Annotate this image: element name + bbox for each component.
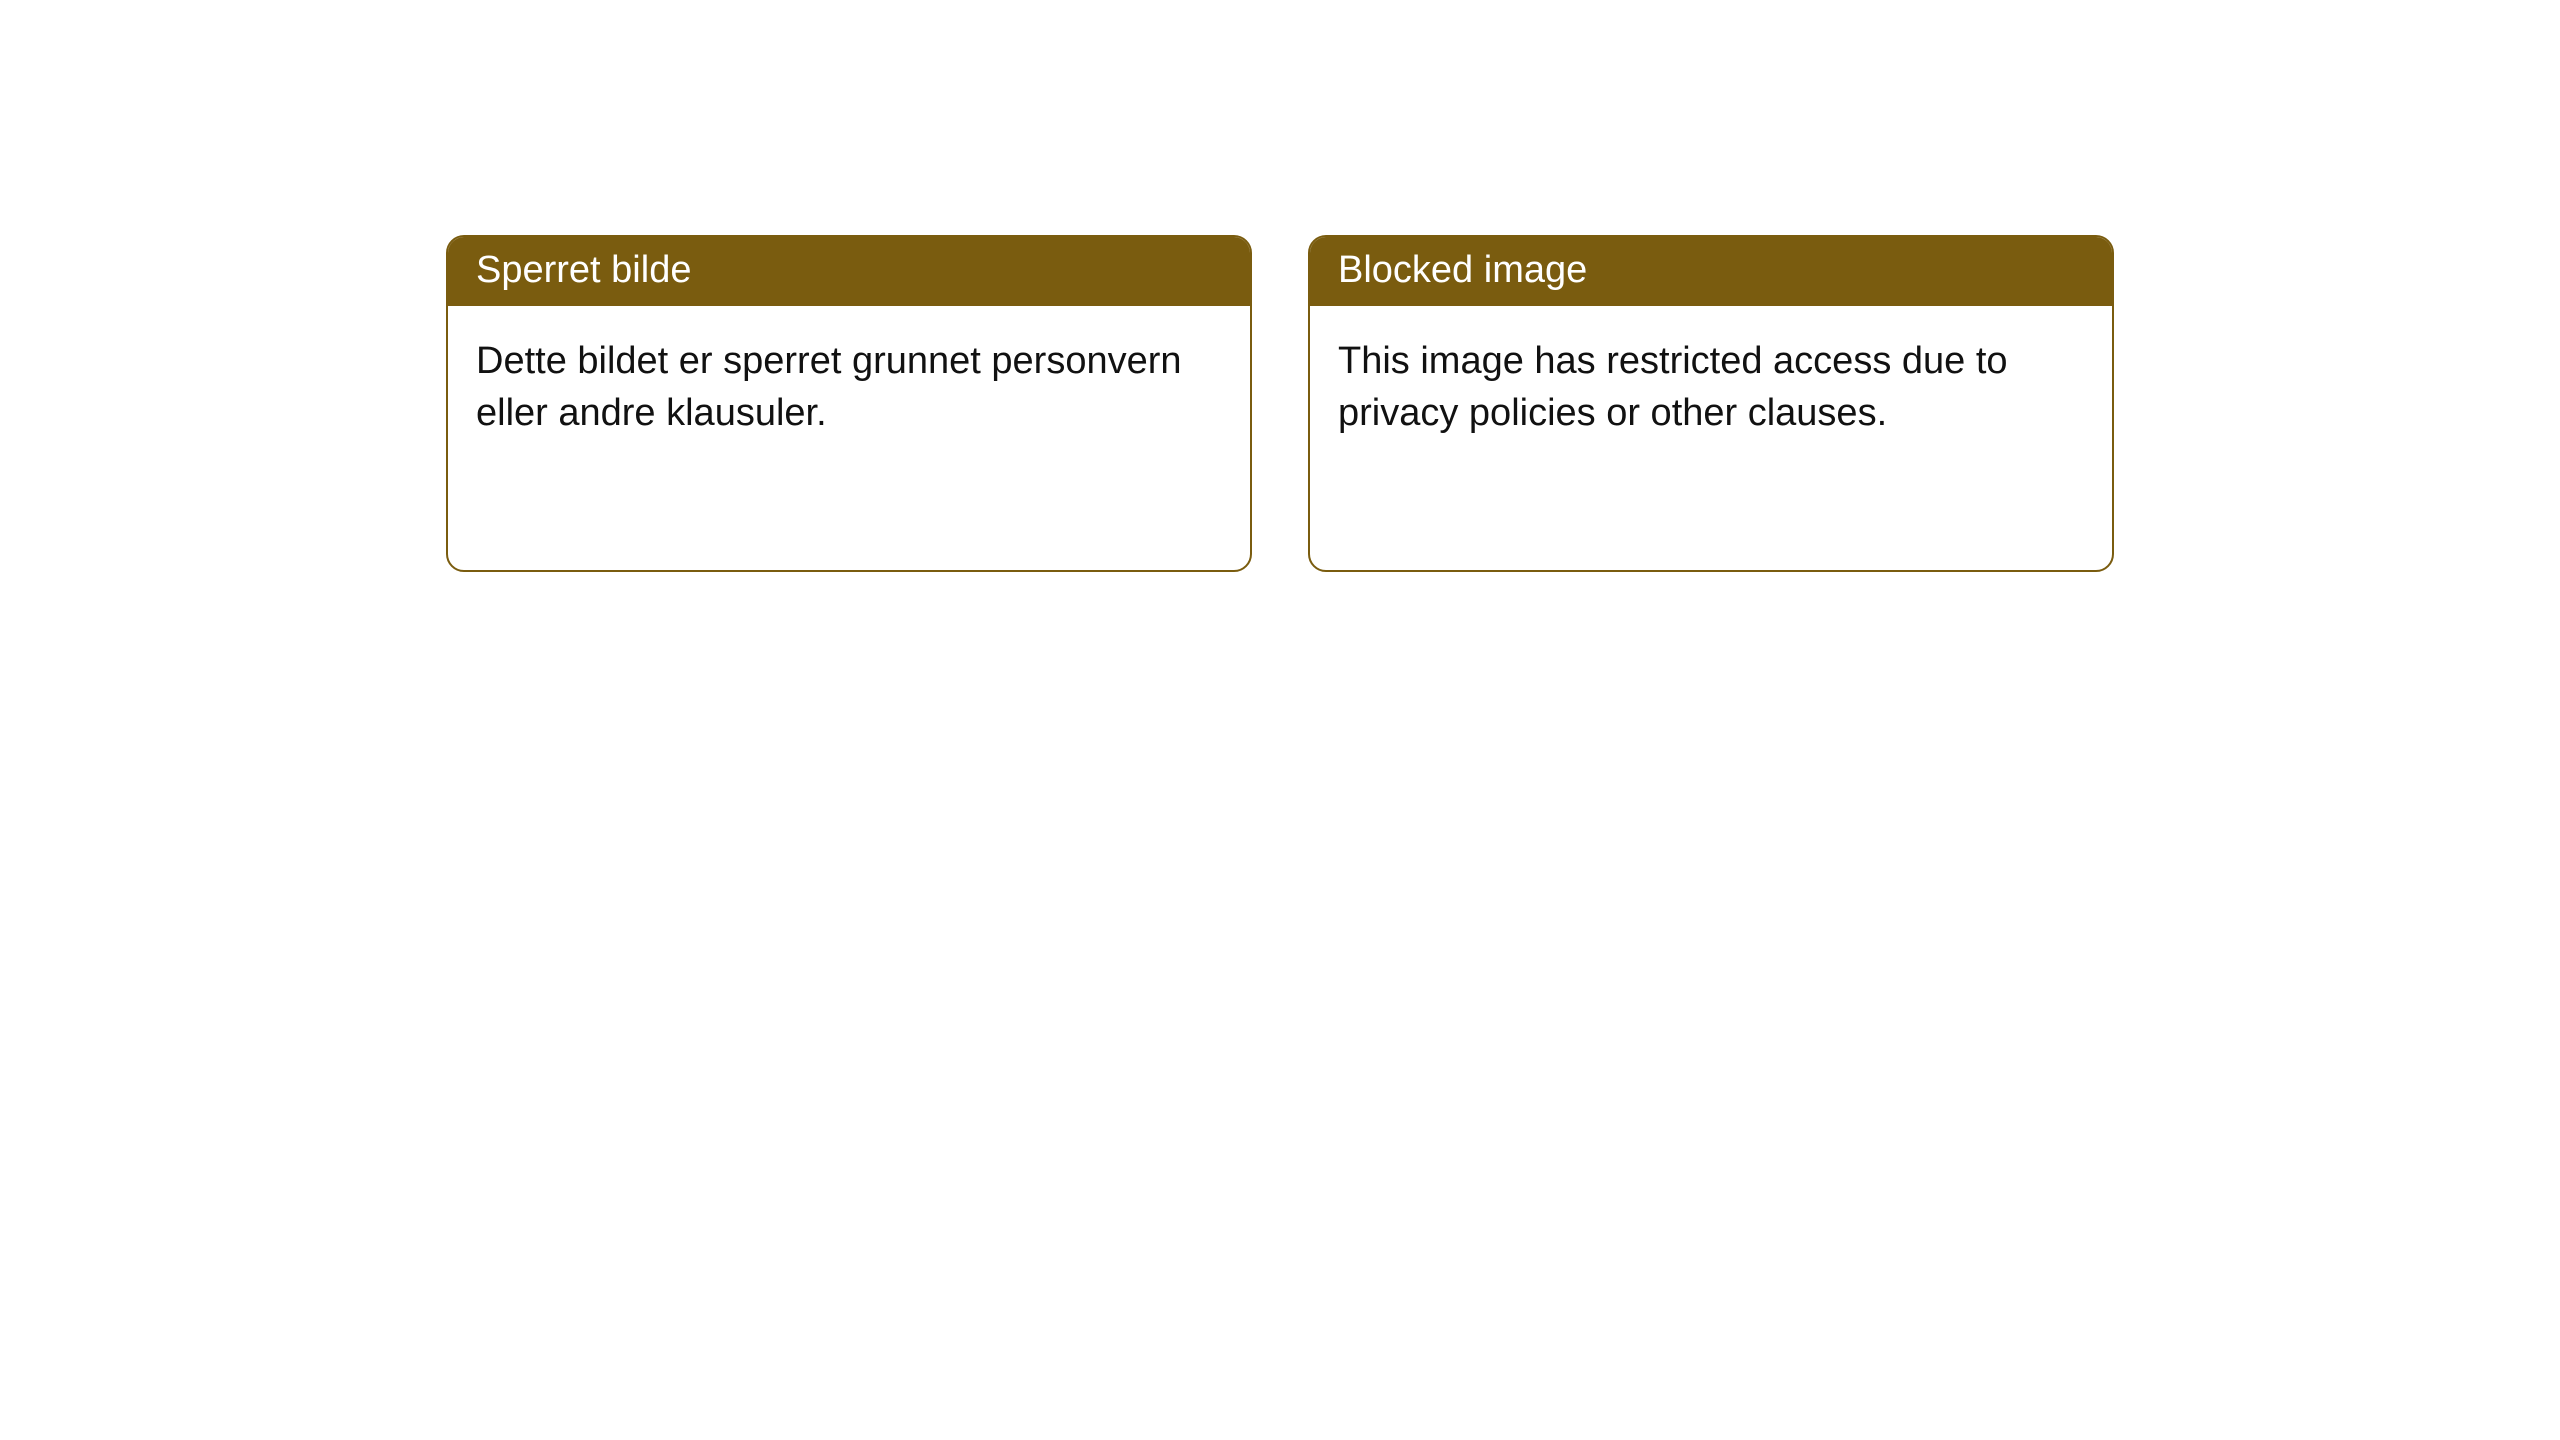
notice-body: This image has restricted access due to … <box>1310 306 2112 469</box>
notice-title: Sperret bilde <box>448 237 1250 306</box>
notice-body: Dette bildet er sperret grunnet personve… <box>448 306 1250 469</box>
notice-card-norwegian: Sperret bilde Dette bildet er sperret gr… <box>446 235 1252 572</box>
notice-container: Sperret bilde Dette bildet er sperret gr… <box>446 235 2114 572</box>
notice-title: Blocked image <box>1310 237 2112 306</box>
notice-card-english: Blocked image This image has restricted … <box>1308 235 2114 572</box>
